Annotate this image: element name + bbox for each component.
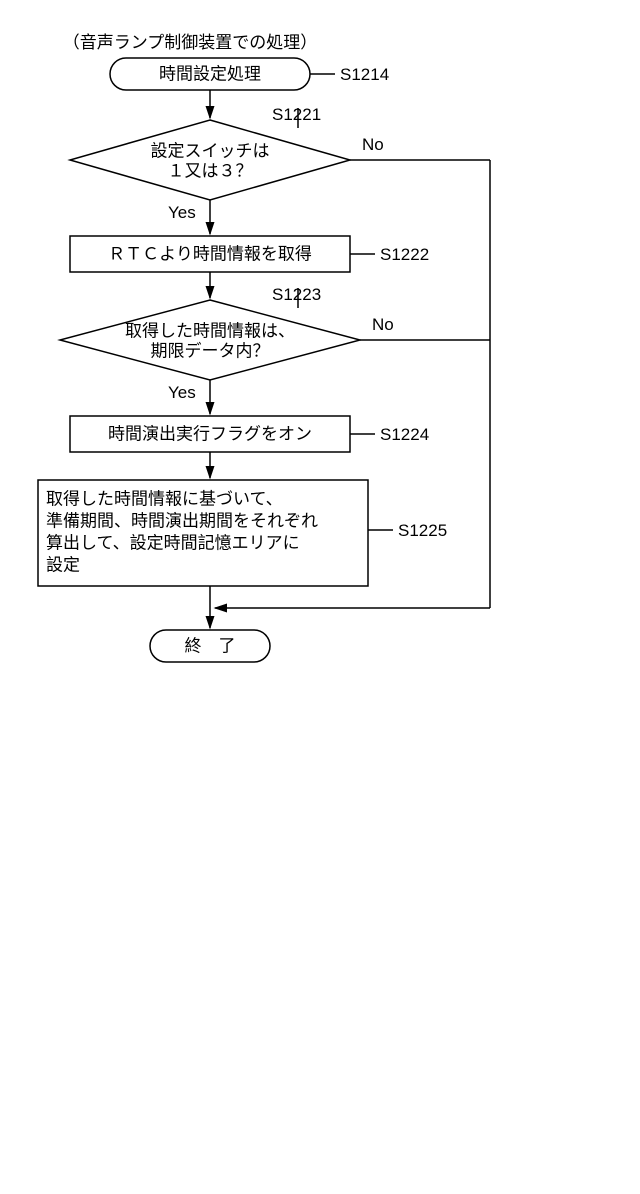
decision1-line1: 設定スイッチは bbox=[151, 141, 270, 160]
start-node: 時間設定処理 S1214 bbox=[110, 58, 389, 90]
decision2-node: 取得した時間情報は、 期限データ内？ S1223 No Yes bbox=[60, 285, 394, 402]
decision2-line2: 期限データ内？ bbox=[151, 340, 270, 360]
decision2-no: No bbox=[372, 315, 394, 334]
decision2-line1: 取得した時間情報は、 bbox=[125, 321, 295, 340]
process3-ref: S1225 bbox=[398, 521, 447, 540]
process2-label: 時間演出実行フラグをオン bbox=[108, 424, 312, 443]
decision1-yes: Yes bbox=[168, 203, 196, 222]
start-ref: S1214 bbox=[340, 65, 389, 84]
process3-node: 取得した時間情報に基づいて、 準備期間、時間演出期間をそれぞれ 算出して、設定時… bbox=[38, 480, 447, 586]
process2-ref: S1224 bbox=[380, 425, 429, 444]
flowchart-title: （音声ランプ制御装置での処理） bbox=[63, 33, 318, 52]
process1-node: ＲＴＣより時間情報を取得 S1222 bbox=[70, 236, 429, 272]
process3-line2: 準備期間、時間演出期間をそれぞれ bbox=[46, 511, 318, 530]
process1-ref: S1222 bbox=[380, 245, 429, 264]
flowchart-svg: （音声ランプ制御装置での処理） 時間設定処理 S1214 設定スイッチは １又は… bbox=[0, 0, 640, 1194]
process3-line4: 設定 bbox=[46, 555, 80, 574]
process3-line3: 算出して、設定時間記憶エリアに bbox=[46, 533, 300, 552]
start-label: 時間設定処理 bbox=[159, 64, 261, 83]
decision1-no: No bbox=[362, 135, 384, 154]
process1-label: ＲＴＣより時間情報を取得 bbox=[108, 244, 312, 263]
decision1-line2: １又は３？ bbox=[168, 161, 253, 180]
decision2-ref: S1223 bbox=[272, 285, 321, 304]
decision1-ref: S1221 bbox=[272, 105, 321, 124]
decision1-node: 設定スイッチは １又は３？ S1221 No Yes bbox=[70, 105, 384, 222]
decision2-yes: Yes bbox=[168, 383, 196, 402]
process3-line1: 取得した時間情報に基づいて、 bbox=[46, 489, 283, 508]
end-label: 終 了 bbox=[185, 636, 236, 655]
end-node: 終 了 bbox=[150, 630, 270, 662]
process2-node: 時間演出実行フラグをオン S1224 bbox=[70, 416, 429, 452]
